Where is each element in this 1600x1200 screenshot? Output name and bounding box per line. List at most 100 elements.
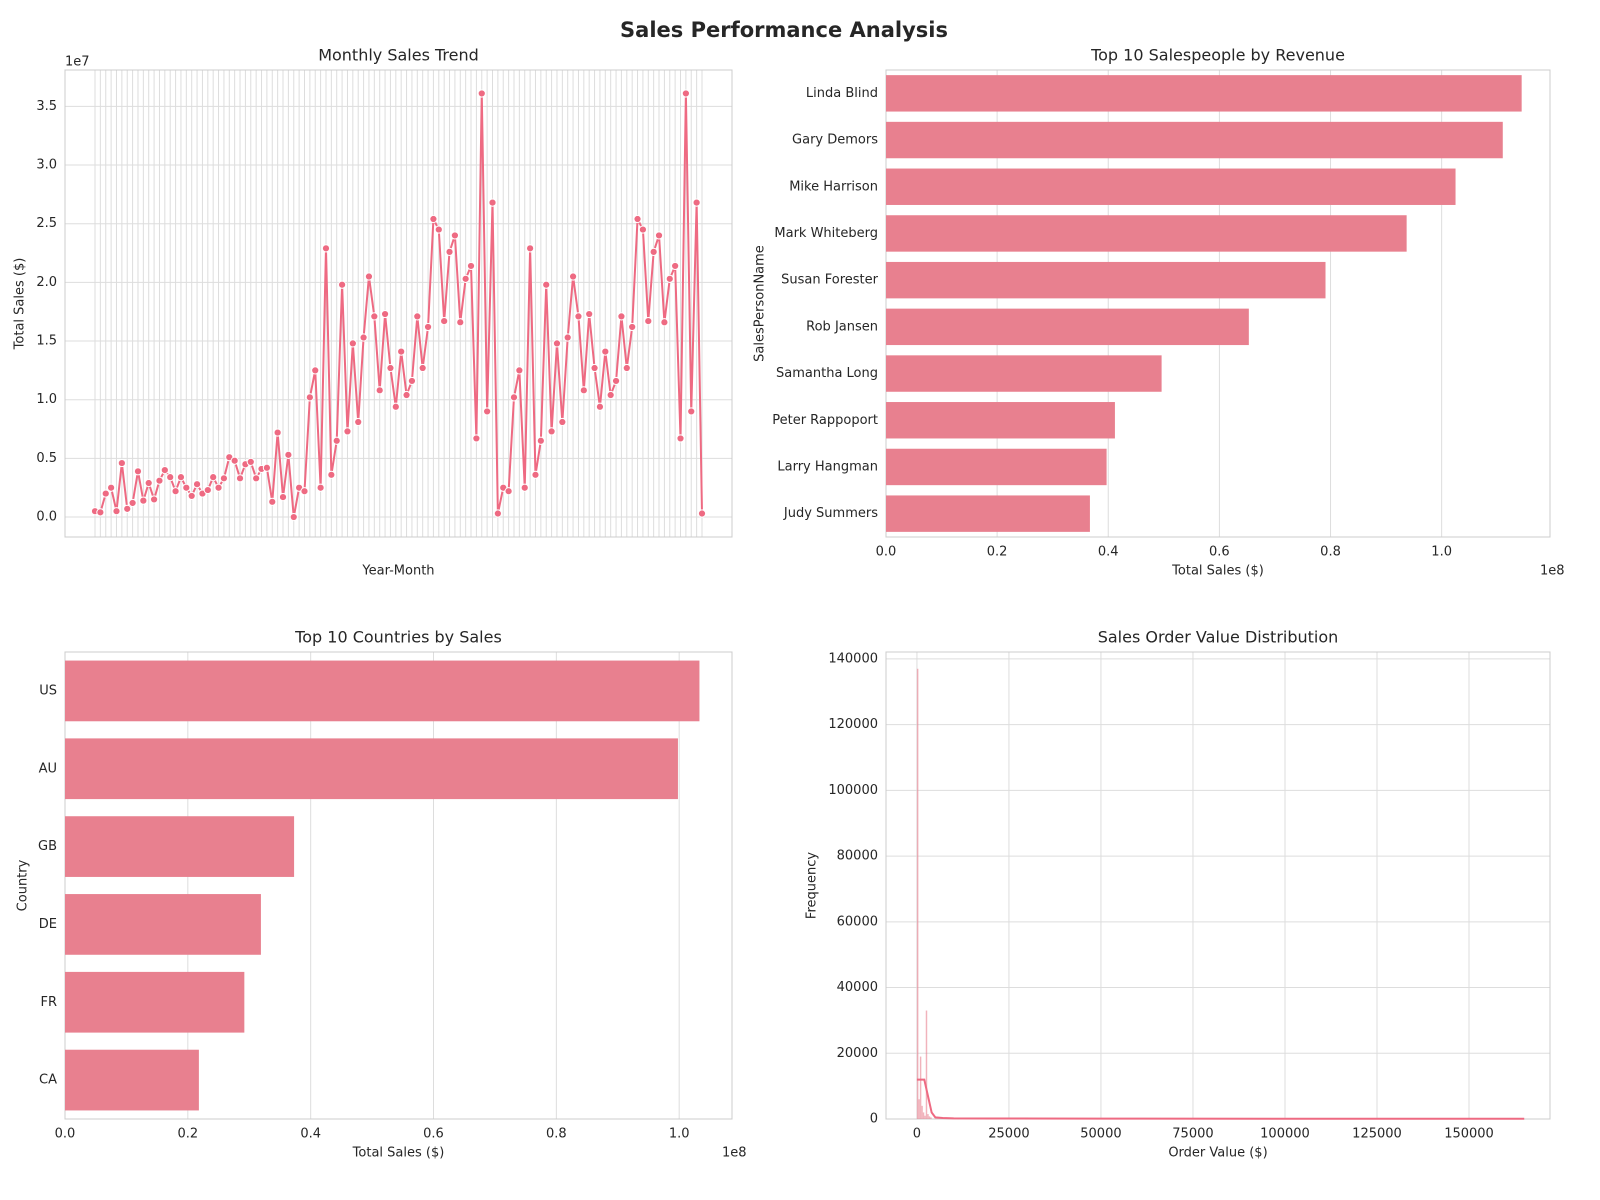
point [617, 312, 626, 321]
point [252, 474, 261, 483]
y-axis-label: Total Sales ($) [13, 258, 28, 351]
chart-title: Top 10 Countries by Sales [294, 628, 502, 647]
point [563, 333, 572, 342]
y-tick-label: 0.0 [36, 510, 57, 525]
x-tick-label: 0.0 [876, 545, 897, 560]
point [429, 214, 438, 224]
y-tick-label: GB [38, 839, 57, 854]
point [547, 427, 556, 436]
x-axis-label: Total Sales ($) [352, 1146, 445, 1161]
bar [65, 816, 295, 877]
point [601, 347, 610, 356]
histogram-bar [922, 1112, 925, 1119]
bar [886, 308, 1249, 346]
bar [65, 1049, 199, 1111]
y-tick-label: Mike Harrison [789, 179, 878, 194]
bar [886, 261, 1326, 299]
plot-frame [885, 69, 1551, 538]
point [423, 322, 433, 332]
x-tick-label: 0.8 [1320, 545, 1341, 560]
point [461, 274, 470, 283]
point [542, 280, 551, 289]
point [380, 309, 390, 319]
bar [65, 738, 678, 800]
histogram-bar [919, 1056, 922, 1119]
point [397, 347, 406, 356]
point [515, 366, 524, 375]
point [391, 402, 400, 411]
x-tick-label: 0.4 [300, 1127, 321, 1142]
y-tick-label: 20000 [837, 1046, 878, 1061]
bar [886, 215, 1407, 252]
point [166, 473, 175, 482]
point [493, 509, 502, 518]
y-tick-label: AU [39, 761, 57, 776]
point [219, 474, 229, 483]
y-tick-label: 2.5 [36, 216, 57, 231]
point [160, 466, 169, 475]
bar [886, 448, 1107, 486]
y-tick-label: 120000 [828, 717, 878, 732]
point [692, 198, 701, 207]
y-tick-label: DE [39, 917, 57, 932]
point [526, 244, 535, 253]
offset-label: 1e8 [722, 1146, 747, 1161]
point [483, 407, 492, 416]
bar [886, 355, 1162, 392]
point [520, 483, 529, 492]
x-axis-label: Total Sales ($) [1171, 564, 1264, 579]
point [638, 225, 648, 234]
point [96, 508, 105, 517]
y-tick-label: 3.5 [36, 99, 57, 114]
histogram-bar [930, 1117, 932, 1119]
y-axis-label: Country [16, 859, 31, 911]
y-tick-label: 80000 [837, 849, 878, 864]
point [509, 393, 519, 402]
y-tick-label: Peter Rappoport [772, 413, 878, 428]
point [622, 363, 631, 373]
point [649, 247, 658, 256]
point [133, 467, 143, 476]
point [466, 261, 476, 271]
point [375, 386, 384, 395]
point [246, 457, 255, 467]
point [321, 244, 331, 253]
point [671, 261, 680, 271]
y-tick-label: 100000 [828, 783, 878, 798]
histogram-bar [924, 1115, 926, 1119]
point [681, 89, 690, 98]
histogram-bar [916, 668, 919, 1119]
chart-title: Top 10 Salespeople by Revenue [1090, 46, 1345, 65]
point [311, 366, 320, 375]
x-axis-label: Order Value ($) [1168, 1146, 1267, 1161]
x-tick-label: 0.4 [1098, 545, 1119, 560]
point [364, 272, 374, 281]
plot-frame [64, 69, 733, 538]
bar [886, 402, 1115, 439]
dashboard-title: Sales Performance Analysis [620, 18, 948, 42]
plot-frame [64, 651, 733, 1120]
point [171, 487, 180, 496]
y-tick-label: 0.5 [36, 451, 57, 466]
point [402, 390, 411, 400]
point [262, 463, 271, 472]
x-tick-label: 25000 [988, 1127, 1029, 1142]
point [568, 272, 578, 281]
point [558, 417, 567, 427]
point [595, 402, 605, 411]
point [230, 456, 239, 465]
histogram-bar [918, 1099, 920, 1119]
offset-label: 1e7 [65, 55, 90, 70]
point [456, 318, 465, 327]
point [316, 483, 325, 492]
point [665, 274, 674, 283]
point [354, 417, 363, 427]
point [278, 493, 288, 502]
point [203, 485, 212, 495]
y-tick-label: Judy Summers [783, 506, 878, 521]
point [300, 487, 309, 496]
histogram-bar [925, 1010, 928, 1119]
point [327, 470, 336, 479]
x-tick-label: 1.0 [1431, 545, 1452, 560]
point [472, 434, 481, 443]
